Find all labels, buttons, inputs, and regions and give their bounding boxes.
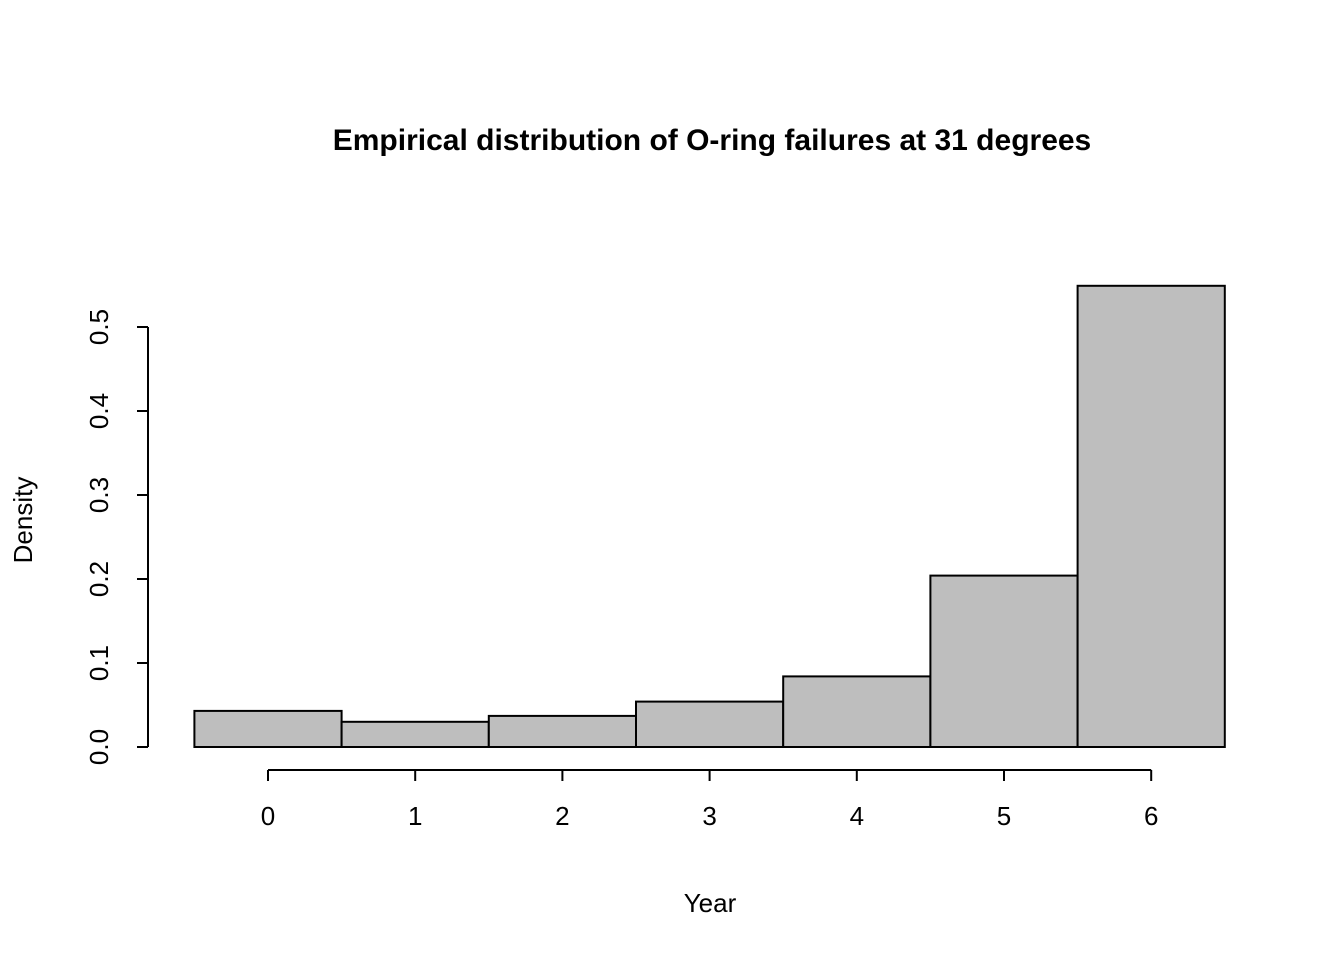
x-tick-label: 3 <box>702 801 716 831</box>
y-axis-label: Density <box>8 477 38 564</box>
histogram-bar <box>487 714 637 749</box>
bars-group <box>193 284 1226 749</box>
y-axis: 0.0 0.1 0.2 0.3 0.4 0.5 <box>84 309 149 765</box>
histogram-bar <box>193 709 343 749</box>
x-tick-label: 5 <box>997 801 1011 831</box>
histogram-bar <box>340 720 490 748</box>
y-tick-label: 0.2 <box>84 561 114 597</box>
chart-title: Empirical distribution of O-ring failure… <box>333 124 1092 157</box>
x-tick-label: 6 <box>1144 801 1158 831</box>
x-tick-label: 0 <box>261 801 275 831</box>
x-tick-label: 2 <box>555 801 569 831</box>
histogram-bar <box>782 675 932 749</box>
histogram-bar <box>635 700 785 748</box>
y-tick-label: 0.1 <box>84 645 114 681</box>
x-axis-label: Year <box>684 888 737 918</box>
x-axis: 0 1 2 3 4 5 6 <box>261 769 1158 831</box>
x-tick-label: 4 <box>850 801 864 831</box>
y-tick-label: 0.3 <box>84 477 114 513</box>
y-tick-label: 0.4 <box>84 393 114 429</box>
x-tick-label: 1 <box>408 801 422 831</box>
y-tick-label: 0.5 <box>84 309 114 345</box>
histogram-bar <box>929 574 1079 748</box>
y-tick-label: 0.0 <box>84 729 114 765</box>
histogram-bar <box>1076 284 1226 748</box>
